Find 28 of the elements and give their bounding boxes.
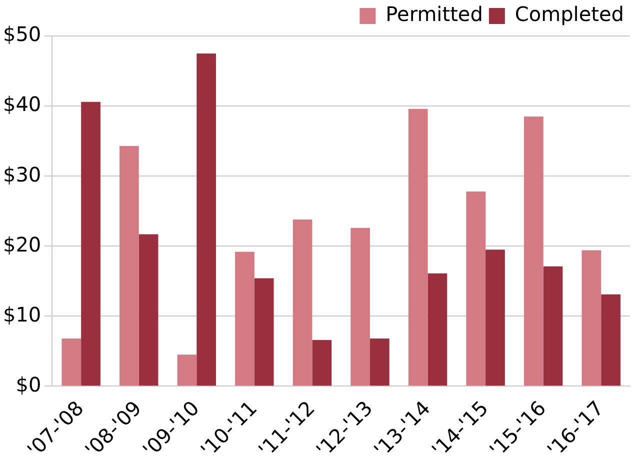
legend-label: Permitted xyxy=(386,2,483,26)
bar xyxy=(370,338,390,386)
bar xyxy=(408,108,428,386)
bar xyxy=(350,228,370,386)
bar xyxy=(292,219,312,386)
y-tick-label: $40 xyxy=(2,92,42,116)
y-tick-label: $20 xyxy=(2,232,42,256)
bar xyxy=(177,354,197,386)
y-tick-label: $50 xyxy=(2,22,42,46)
bar xyxy=(196,54,216,386)
bar xyxy=(524,116,544,386)
bar xyxy=(81,102,100,386)
bar xyxy=(254,278,274,386)
bar xyxy=(119,146,139,386)
bar xyxy=(466,191,486,386)
bar xyxy=(486,250,505,386)
y-tick-label: $30 xyxy=(2,162,42,186)
bar xyxy=(582,250,602,386)
legend-label: Completed xyxy=(514,2,624,26)
y-tick-label: $10 xyxy=(2,302,42,326)
bar xyxy=(235,252,254,386)
bar xyxy=(62,338,82,386)
bar xyxy=(543,266,563,386)
y-tick-label: $0 xyxy=(16,372,42,396)
bar xyxy=(312,340,332,386)
bar xyxy=(428,273,448,386)
bar xyxy=(601,294,620,386)
bar xyxy=(138,234,158,386)
